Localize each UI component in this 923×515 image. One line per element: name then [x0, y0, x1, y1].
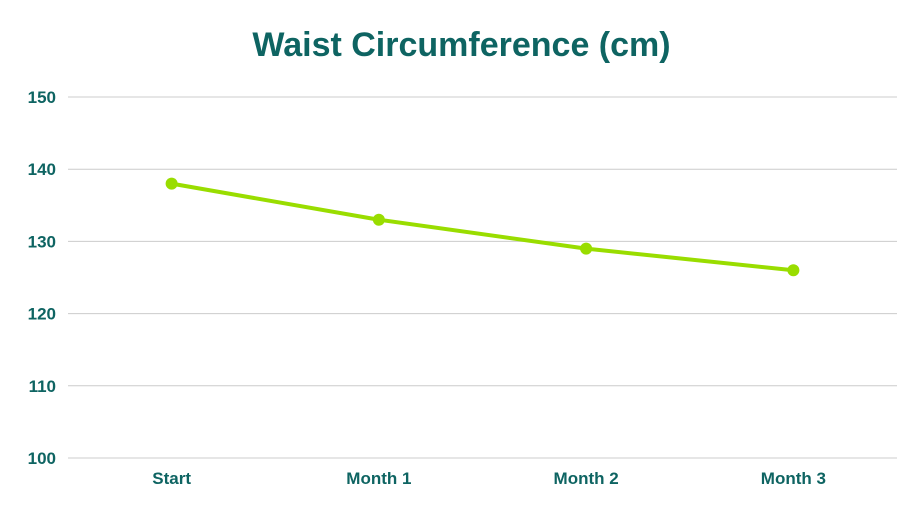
data-point — [165, 177, 178, 190]
x-tick-label: Month 2 — [554, 469, 619, 488]
x-tick-label: Month 1 — [346, 469, 411, 488]
y-tick-label: 150 — [28, 88, 56, 107]
chart-title: Waist Circumference (cm) — [252, 26, 671, 64]
x-tick-label: Start — [152, 469, 191, 488]
gridlines — [68, 96, 897, 459]
data-point — [787, 264, 800, 277]
data-point — [580, 242, 593, 255]
y-tick-label: 110 — [29, 377, 56, 396]
y-tick-label: 130 — [28, 232, 56, 251]
y-tick-label: 120 — [28, 305, 56, 324]
y-axis-ticks: 100 110 120 130 140 150 — [28, 88, 56, 468]
series-line — [169, 181, 796, 273]
data-point — [372, 213, 385, 226]
x-axis-ticks: Start Month 1 Month 2 Month 3 — [152, 469, 826, 488]
y-tick-label: 140 — [28, 160, 56, 179]
x-tick-label: Month 3 — [761, 469, 826, 488]
y-tick-label: 100 — [28, 449, 56, 468]
series-layer — [165, 177, 800, 277]
